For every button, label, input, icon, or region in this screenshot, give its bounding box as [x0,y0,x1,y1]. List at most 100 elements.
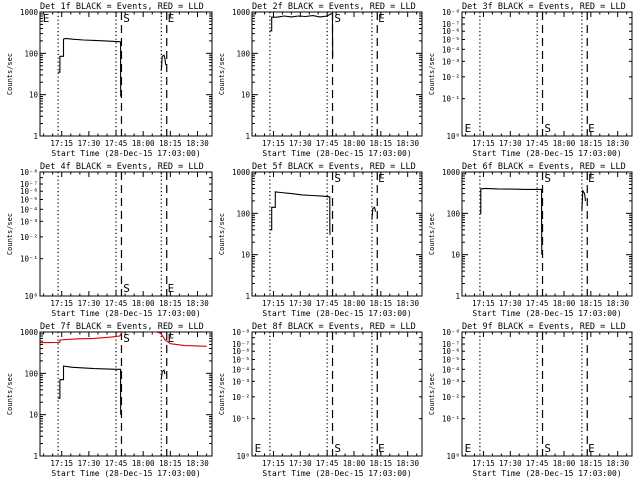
x-tick-label: 18:15 [159,459,182,468]
x-tick-label: 18:15 [370,139,393,148]
x-tick-label: 17:30 [78,139,101,148]
interval-marker-label: E [168,332,175,345]
y-tick-label: 10⁰ [236,452,250,461]
y-tick-label: 10⁻⁸ [442,328,460,337]
event-rate-line [371,206,377,220]
y-tick-label: 1000 [442,168,461,177]
y-axis-label: Counts/sec [428,53,436,95]
y-tick-label: 10⁰ [446,132,460,141]
y-axis-label: Counts/sec [428,373,436,415]
x-axis-label: Start Time (28-Dec-15 17:03:00) [51,309,200,318]
y-tick-label: 1 [245,132,250,141]
y-tick-label: 1 [33,452,38,461]
x-tick-label: 17:15 [472,139,495,148]
interval-marker-label: E [378,442,385,455]
y-minor-label: 10⁻² [232,393,250,402]
x-axis-label: Start Time (28-Dec-15 17:03:00) [472,469,621,478]
x-tick-label: 17:15 [472,459,495,468]
y-axis-label: Counts/sec [218,53,226,95]
x-tick-label: 18:00 [132,459,155,468]
x-axis-label: Start Time (28-Dec-15 17:03:00) [472,149,621,158]
plot-frame [39,171,213,297]
x-tick-label: 18:00 [132,139,155,148]
x-tick-label: 18:15 [159,299,182,308]
x-tick-label: 17:30 [78,459,101,468]
x-tick-label: 18:30 [396,139,419,148]
x-tick-label: 17:45 [316,139,339,148]
interval-marker-label: E [465,122,472,135]
y-minor-label: 10⁻³ [232,377,250,386]
x-tick-label: 17:30 [499,299,522,308]
y-tick-label: 100 [24,369,38,378]
y-tick-label: 10 [241,251,251,260]
x-tick-label: 17:45 [316,459,339,468]
x-tick-label: 18:00 [553,139,576,148]
interval-marker-label: E [378,12,385,25]
y-tick-label: 1000 [20,328,39,337]
y-tick-label: 100 [24,49,38,58]
y-minor-label: 10⁻⁵ [20,196,38,205]
y-tick-label: 10⁻⁸ [442,8,460,17]
y-tick-label: 10 [451,251,461,260]
y-tick-label: 10 [29,91,39,100]
panel-det-8: Det 8f BLACK = Events, RED = LLD 17:15 17:… [218,322,423,478]
y-minor-label: 10⁻¹ [232,415,250,424]
y-axis-label: Counts/sec [218,373,226,415]
y-minor-label: 10⁻² [442,393,460,402]
y-tick-label: 10⁰ [24,292,38,301]
x-tick-label: 18:30 [186,459,209,468]
y-minor-label: 10⁻¹ [442,415,460,424]
x-tick-label: 17:15 [262,299,285,308]
plot-frame [461,331,633,457]
interval-marker-label: S [334,442,341,455]
y-axis-label: Counts/sec [6,53,14,95]
y-tick-label: 1000 [20,8,39,17]
lld-rate-line [40,332,207,347]
y-tick-label: 10⁻⁸ [232,328,250,337]
panel-det-9: Det 9f BLACK = Events, RED = LLD 17:15 17:… [428,322,633,478]
y-tick-label: 1 [245,292,250,301]
plot-frame [461,171,633,297]
y-minor-label: 10⁻⁶ [442,347,460,356]
y-minor-label: 10⁻⁶ [232,347,250,356]
interval-marker-label: E [43,12,50,25]
interval-marker-label: S [334,12,341,25]
x-tick-label: 18:15 [580,459,603,468]
y-axis-label: Counts/sec [428,213,436,255]
panel-title: Det 6f BLACK = Events, RED = LLD [462,162,626,172]
panel-det-6: Det 6f BLACK = Events, RED = LLD 17:15 17:… [428,162,633,318]
x-axis-label: Start Time (28-Dec-15 17:03:00) [262,149,411,158]
plot-frame [39,11,213,137]
interval-marker-label: E [588,442,595,455]
x-tick-label: 17:15 [262,139,285,148]
panel-title: Det 8f BLACK = Events, RED = LLD [252,322,416,332]
panel-det-1: Det 1f BLACK = Events, RED = LLD 17:15 17:… [6,2,213,158]
panel-title: Det 7f BLACK = Events, RED = LLD [40,322,204,332]
panel-title: Det 4f BLACK = Events, RED = LLD [40,162,204,172]
event-rate-line [479,187,543,255]
panel-det-3: Det 3f BLACK = Events, RED = LLD 17:15 17:… [428,2,633,158]
y-tick-label: 1 [455,292,460,301]
y-minor-label: 10⁻⁷ [442,340,460,349]
y-minor-label: 10⁻³ [442,57,460,66]
x-axis-label: Start Time (28-Dec-15 17:03:00) [262,309,411,318]
y-axis-label: Counts/sec [6,213,14,255]
x-tick-label: 18:30 [606,139,629,148]
x-tick-label: 17:30 [499,139,522,148]
y-axis-label: Counts/sec [6,373,14,415]
interval-marker-label: S [123,282,130,295]
y-minor-label: 10⁻² [442,73,460,82]
x-tick-label: 18:30 [606,459,629,468]
y-minor-label: 10⁻⁵ [442,356,460,365]
plot-frame [251,171,423,297]
y-minor-label: 10⁻¹ [442,95,460,104]
y-minor-label: 10⁻⁵ [442,36,460,45]
panel-title: Det 5f BLACK = Events, RED = LLD [252,162,416,172]
x-tick-label: 17:45 [526,299,549,308]
x-tick-label: 17:30 [78,299,101,308]
panel-det-7: Det 7f BLACK = Events, RED = LLD 17:15 17:… [6,322,213,478]
x-tick-label: 18:30 [396,299,419,308]
plot-frame [461,11,633,137]
y-minor-label: 10⁻⁷ [442,20,460,29]
y-tick-label: 10 [29,411,39,420]
